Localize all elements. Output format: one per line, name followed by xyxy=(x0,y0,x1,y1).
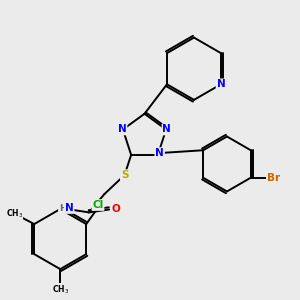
Text: N: N xyxy=(217,79,225,89)
Text: N: N xyxy=(155,148,164,158)
Text: Cl: Cl xyxy=(92,200,104,210)
Text: Br: Br xyxy=(267,173,280,183)
Text: CH$_3$: CH$_3$ xyxy=(52,284,69,296)
Text: N: N xyxy=(65,203,74,213)
Text: N: N xyxy=(163,124,171,134)
Text: H: H xyxy=(59,203,67,212)
Text: O: O xyxy=(111,205,120,214)
Text: CH$_3$: CH$_3$ xyxy=(5,208,22,220)
Text: N: N xyxy=(118,124,127,134)
Text: S: S xyxy=(121,170,128,180)
